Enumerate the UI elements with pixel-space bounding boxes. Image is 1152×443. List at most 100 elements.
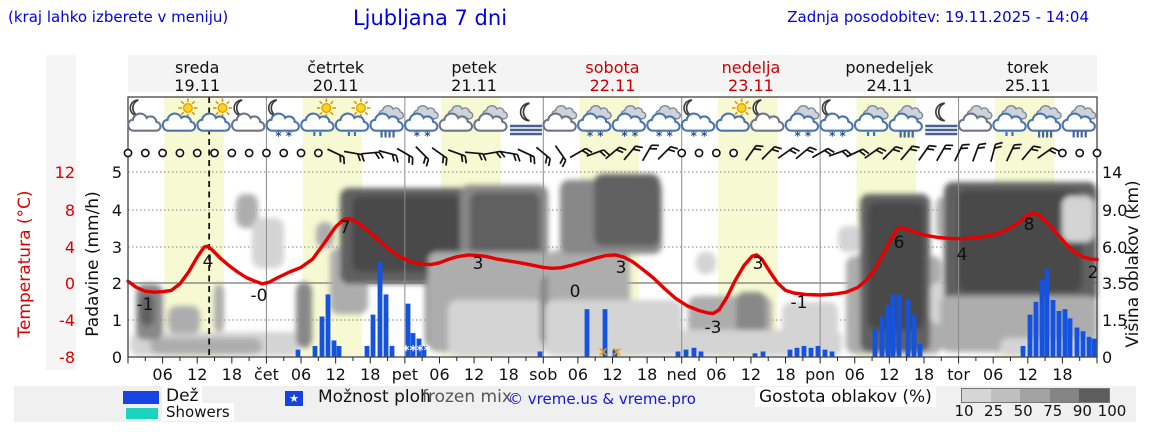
precip-bar: [872, 329, 878, 357]
temp-tick: 4: [65, 238, 75, 257]
precip-tick: 5: [112, 163, 122, 182]
precip-bar: [1050, 299, 1056, 357]
precip-bar: [808, 347, 814, 357]
wind-barb-icon: [361, 151, 384, 160]
precip-bar: [905, 299, 911, 357]
temp-tick: 8: [65, 201, 75, 220]
snow-marks-icon: * *: [587, 129, 604, 143]
precip-type-marker: *: [410, 344, 417, 359]
weather-icon-cs: * *: [784, 105, 820, 143]
cloud-icon: [334, 112, 370, 132]
x-axis-label: 06: [568, 365, 588, 384]
cloud-blob: [594, 174, 660, 246]
snow-marks-icon: * *: [656, 129, 673, 143]
cloud-blob: [168, 306, 200, 334]
density-scale-value: 75: [1043, 402, 1063, 420]
precip-bar: [896, 294, 902, 357]
snow-marks-icon: * *: [621, 129, 638, 143]
weather-icon-cr: [369, 105, 405, 138]
cloud-height-tick: 3.5: [1102, 274, 1127, 293]
day-name: ponedeljek: [845, 58, 934, 77]
cloud-blob: [448, 300, 545, 356]
precip-tick: 3: [112, 238, 122, 257]
precip-bar: [331, 340, 337, 357]
x-axis-label: 06: [983, 365, 1003, 384]
cloud-icon: [438, 112, 474, 132]
cloud-icon: [646, 112, 681, 132]
legend-showers-label: Showers: [162, 403, 234, 421]
cloud-icon: [611, 112, 647, 132]
wind-calm-icon: [1057, 148, 1067, 158]
wind-calm-icon: [313, 148, 323, 158]
day-date: 22.11: [590, 76, 636, 95]
density-scale-segment: [1020, 388, 1051, 403]
temp-tick: 0: [65, 274, 75, 293]
cloud-icon: [1026, 112, 1062, 132]
wind-calm-icon: [1075, 148, 1085, 158]
cloud-blob: [316, 222, 334, 248]
temp-value-label: 3: [473, 254, 484, 274]
x-axis-label: 18: [498, 365, 518, 384]
wind-barb-icon: [327, 148, 346, 165]
precip-bar: [416, 338, 422, 357]
wind-barb-icon: [953, 143, 970, 162]
x-axis-label: sob: [529, 365, 557, 384]
wind-calm-icon: [244, 148, 254, 158]
cloud-icon: [888, 112, 923, 132]
precip-bar: [1020, 345, 1026, 357]
x-axis-label: 06: [152, 365, 172, 384]
precip-bar: [410, 333, 416, 357]
cloud-axis-title: Višina oblakov (km): [1123, 180, 1143, 347]
day-date: 23.11: [728, 76, 774, 95]
day-date: 20.11: [313, 76, 359, 95]
cloud-blob: [470, 192, 540, 258]
x-axis-label: 18: [637, 365, 657, 384]
x-axis-label: 18: [222, 365, 242, 384]
day-date: 25.11: [1005, 76, 1051, 95]
cloud-height-tick: 14: [1102, 163, 1122, 182]
wind-barb-icon: [535, 146, 552, 167]
cloud-blob: [1062, 196, 1094, 242]
precip-bar: [1074, 327, 1080, 357]
copyright-link[interactable]: © vreme.us & vreme.pro: [508, 390, 696, 408]
cloud-icon: [784, 112, 820, 132]
weather-icon-mcs: * *: [819, 99, 854, 143]
x-axis-label: pet: [392, 365, 418, 384]
cloud-blob: [868, 202, 924, 330]
precip-bar: [1062, 309, 1068, 357]
cloud-blob: [252, 218, 284, 268]
temp-tick: -4: [59, 311, 75, 330]
menu-hint: (kraj lahko izberete v meniju): [8, 8, 229, 26]
x-axis-label: 12: [187, 365, 207, 384]
precip-bar: [1067, 318, 1073, 357]
precip-bar: [822, 349, 828, 357]
day-name: nedelja: [722, 58, 781, 77]
x-axis-label: 18: [1052, 365, 1072, 384]
wind-barb-icon: [828, 149, 852, 157]
temp-tick: 12: [55, 163, 75, 182]
precip-bar: [794, 347, 800, 357]
precip-bar: [683, 349, 689, 357]
precip-markers: * * * * × ×: [403, 344, 623, 360]
x-axis-label: 18: [914, 365, 934, 384]
precip-bar: [879, 316, 885, 357]
weather-icon-scd: [300, 98, 336, 136]
precip-bar: [1091, 338, 1097, 357]
star-glyph: ★: [289, 392, 299, 405]
wind-barb-icon: [971, 142, 987, 162]
weather-icon-cs: * *: [577, 105, 612, 143]
wind-barb-icon: [415, 146, 430, 167]
x-axis-label: pon: [805, 365, 835, 384]
wind-barb-icon: [761, 145, 782, 160]
weather-icon-cs: * *: [611, 105, 647, 143]
chance-star-icon: ★: [285, 391, 303, 406]
wind-barb-icon: [745, 144, 764, 161]
cloud-icon: [404, 112, 439, 132]
temp-value-label: 8: [1024, 215, 1035, 235]
precip-bar: [1086, 336, 1092, 357]
x-axis-label: 06: [845, 365, 865, 384]
temp-axis-title: Temperatura (°C): [15, 190, 35, 338]
wind-barb-icon: [657, 145, 679, 160]
wind-barb-icon: [499, 150, 521, 162]
